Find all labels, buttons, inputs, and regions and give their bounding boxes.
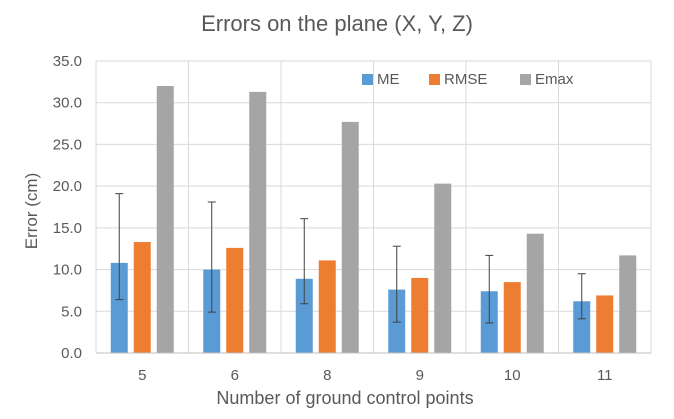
axes: 0.0 5.0 10.0 15.0 20.0 25.0 30.0 35.0 5 6 8 9 10 11 <box>53 53 651 384</box>
y-tick-label-7: 35.0 <box>53 53 82 70</box>
bars <box>110 86 637 354</box>
bar-emax-9 <box>434 183 452 353</box>
legend-swatch-emax <box>520 74 531 85</box>
bar-emax-6 <box>249 91 267 354</box>
x-tick-label-10: 10 <box>504 367 521 384</box>
legend-label-me: ME <box>377 71 400 88</box>
y-tick-label-4: 20.0 <box>53 178 82 195</box>
legend: ME RMSE Emax <box>362 71 574 88</box>
legend-label-emax: Emax <box>535 71 574 88</box>
bar-emax-8 <box>341 121 359 353</box>
x-tick-label-11: 11 <box>597 367 613 384</box>
bar-me-11 <box>573 301 591 353</box>
y-tick-label-5: 25.0 <box>53 136 82 153</box>
y-tick-label-1: 5.0 <box>61 303 82 320</box>
y-tick-label-0: 0.0 <box>61 345 82 362</box>
bar-rmse-6 <box>226 247 244 353</box>
y-tick-label-6: 30.0 <box>53 95 82 112</box>
bar-me-5 <box>110 262 128 353</box>
bar-rmse-5 <box>133 242 151 353</box>
legend-swatch-me <box>362 74 373 85</box>
x-axis-label: Number of ground control points <box>216 388 473 408</box>
error-bars <box>115 193 586 324</box>
bar-rmse-11 <box>596 295 614 353</box>
legend-swatch-rmse <box>429 74 440 85</box>
chart-title: Errors on the plane (X, Y, Z) <box>201 11 473 36</box>
x-tick-label-8: 8 <box>323 367 331 384</box>
y-tick-label-3: 15.0 <box>53 220 82 237</box>
bar-rmse-10 <box>503 282 521 353</box>
x-tick-label-9: 9 <box>416 367 424 384</box>
legend-label-rmse: RMSE <box>444 71 487 88</box>
y-axis-label: Error (cm) <box>22 173 41 249</box>
bar-emax-11 <box>619 255 637 353</box>
y-tick-label-2: 10.0 <box>53 262 82 279</box>
bar-me-8 <box>295 278 313 353</box>
bar-emax-5 <box>156 86 174 354</box>
x-tick-label-6: 6 <box>231 367 239 384</box>
bar-emax-10 <box>526 233 544 353</box>
bar-rmse-8 <box>318 260 336 353</box>
gridlines <box>95 60 652 353</box>
x-tick-label-5: 5 <box>138 367 146 384</box>
bar-rmse-9 <box>411 277 429 353</box>
